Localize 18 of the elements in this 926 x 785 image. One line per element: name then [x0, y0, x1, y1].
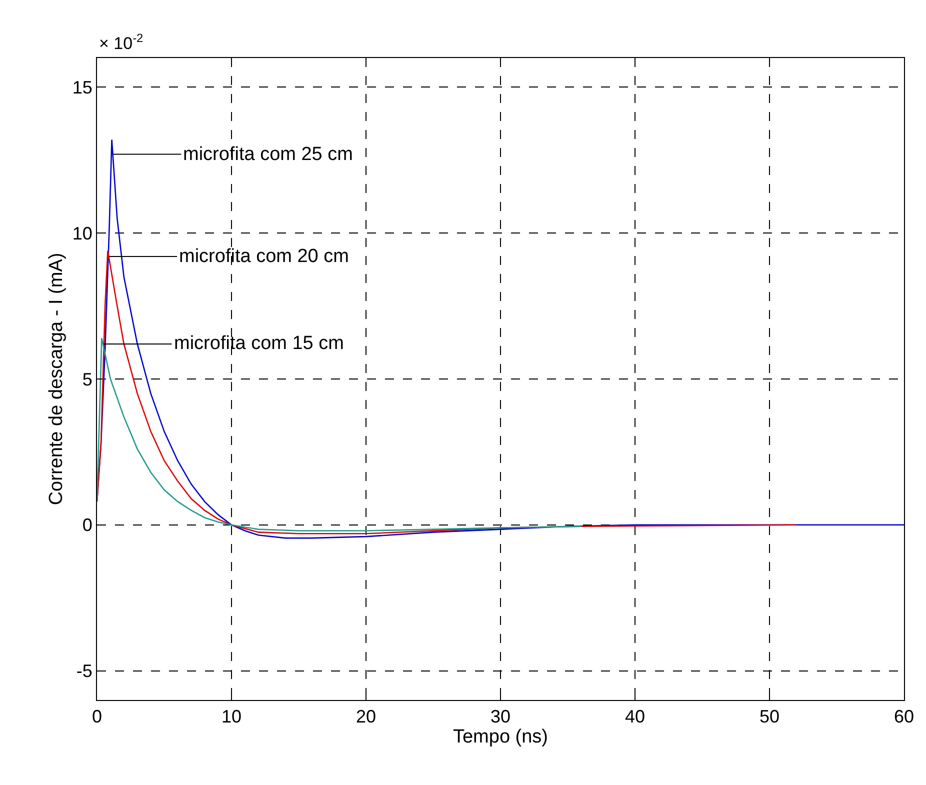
x-tick-label: 60 — [894, 706, 914, 727]
y-tick-label: -5 — [76, 661, 92, 682]
x-axis-title: Tempo (ns) — [452, 726, 548, 748]
text: × 10$^{-2}$ — [99, 31, 144, 54]
y-tick-label: 5 — [82, 369, 92, 390]
annotation: microfita com 15 cm — [174, 333, 344, 354]
y-axis-title: Corrente de descarga - I (mA) — [46, 252, 68, 506]
x-tick-label: 20 — [356, 706, 376, 727]
x-tick-label: 10 — [221, 706, 242, 727]
x-tick-label: 40 — [624, 706, 646, 727]
annotation: microfita com 25 cm — [183, 144, 353, 165]
y-tick-label: 10 — [72, 223, 92, 244]
annotation: microfita com 20 cm — [179, 246, 349, 267]
y-tick-label: 0 — [82, 515, 92, 536]
line-series — [97, 250, 798, 534]
y-tick-label: 15 — [72, 77, 92, 98]
x-tick-label: 30 — [490, 706, 511, 727]
x-tick-label: 50 — [759, 706, 780, 727]
